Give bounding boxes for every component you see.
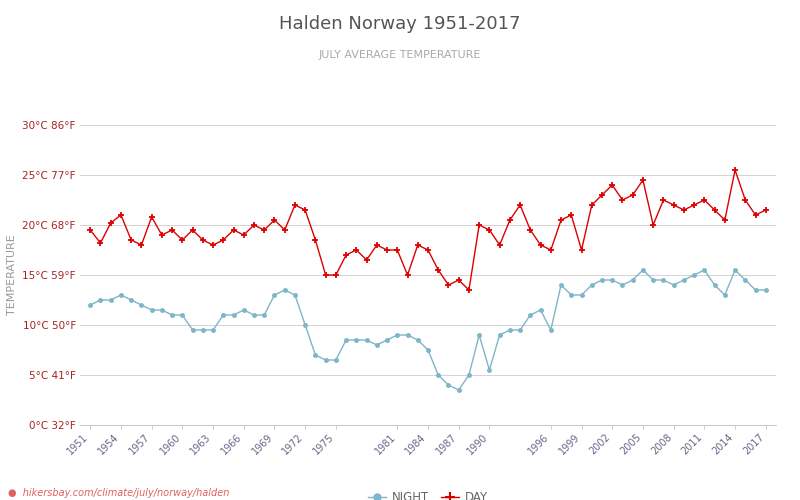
DAY <box>464 287 474 293</box>
NIGHT <box>720 292 730 298</box>
NIGHT <box>638 267 648 273</box>
DAY <box>761 207 770 213</box>
Line: NIGHT: NIGHT <box>88 268 768 392</box>
NIGHT <box>761 287 770 293</box>
NIGHT <box>607 277 617 283</box>
Y-axis label: TEMPERATURE: TEMPERATURE <box>6 234 17 316</box>
Legend: NIGHT, DAY: NIGHT, DAY <box>363 486 493 500</box>
DAY <box>167 227 177 233</box>
DAY <box>710 207 719 213</box>
NIGHT <box>137 302 146 308</box>
Text: Halden Norway 1951-2017: Halden Norway 1951-2017 <box>279 15 521 33</box>
NIGHT <box>362 337 371 343</box>
NIGHT <box>167 312 177 318</box>
Text: ●  hikersbay.com/climate/july/norway/halden: ● hikersbay.com/climate/july/norway/hald… <box>8 488 230 498</box>
NIGHT <box>86 302 95 308</box>
DAY <box>393 247 402 253</box>
Text: JULY AVERAGE TEMPERATURE: JULY AVERAGE TEMPERATURE <box>319 50 481 60</box>
NIGHT <box>393 332 402 338</box>
Line: DAY: DAY <box>86 166 770 294</box>
DAY <box>730 167 740 173</box>
DAY <box>86 227 95 233</box>
DAY <box>607 182 617 188</box>
DAY <box>362 257 371 263</box>
DAY <box>137 242 146 248</box>
NIGHT <box>454 387 463 393</box>
